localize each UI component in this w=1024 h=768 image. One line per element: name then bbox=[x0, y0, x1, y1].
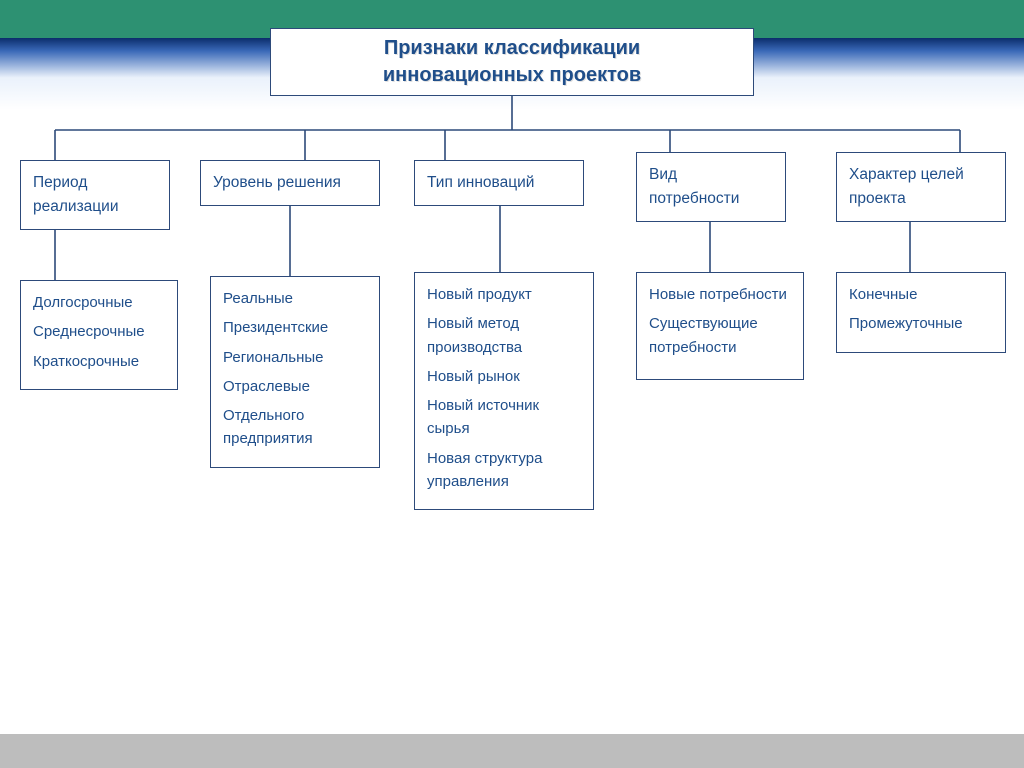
list-item: Существующие потребности bbox=[649, 312, 791, 359]
list-item: Новый источник сырья bbox=[427, 394, 581, 441]
list-item: Краткосрочные bbox=[33, 350, 165, 373]
footer-bar bbox=[0, 734, 1024, 768]
list-item: Региональные bbox=[223, 346, 367, 369]
items-type: Новый продукт Новый метод производства Нов… bbox=[414, 272, 594, 510]
list-item: Среднесрочные bbox=[33, 320, 165, 343]
list-item: Новый метод производства bbox=[427, 312, 581, 359]
items-need: Новые потребности Существующие потребност… bbox=[636, 272, 804, 380]
items-level: Реальные Президентские Региональные Отрасле… bbox=[210, 276, 380, 468]
items-goal: Конечные Промежуточные bbox=[836, 272, 1006, 353]
list-item: Промежуточные bbox=[849, 312, 993, 335]
list-item: Новая структура управления bbox=[427, 447, 581, 494]
category-period: Периодреализации bbox=[20, 160, 170, 230]
list-item: Новые потребности bbox=[649, 283, 791, 306]
diagram-title: Признаки классификацииинновационных прое… bbox=[270, 28, 754, 96]
list-item: Отраслевые bbox=[223, 375, 367, 398]
items-period: Долгосрочные Среднесрочные Краткосрочные bbox=[20, 280, 178, 390]
category-level: Уровень решения bbox=[200, 160, 380, 206]
list-item: Реальные bbox=[223, 287, 367, 310]
list-item: Долгосрочные bbox=[33, 291, 165, 314]
list-item: Новый рынок bbox=[427, 365, 581, 388]
title-text: Признаки классификацииинновационных прое… bbox=[383, 35, 641, 89]
category-need: Видпотребности bbox=[636, 152, 786, 222]
list-item: Новый продукт bbox=[427, 283, 581, 306]
list-item: Отдельного предприятия bbox=[223, 404, 367, 451]
category-goal: Характер целейпроекта bbox=[836, 152, 1006, 222]
list-item: Президентские bbox=[223, 316, 367, 339]
category-type: Тип инноваций bbox=[414, 160, 584, 206]
list-item: Конечные bbox=[849, 283, 993, 306]
